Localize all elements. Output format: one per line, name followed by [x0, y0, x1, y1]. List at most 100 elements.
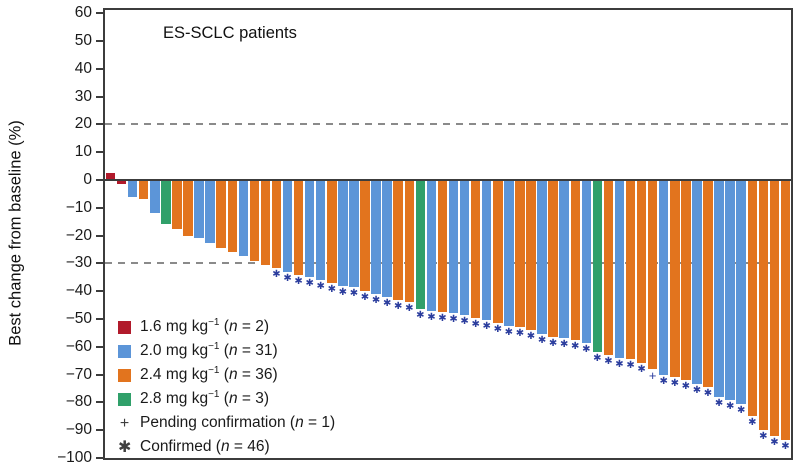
bar-patient-35-dose-2.0 — [481, 180, 492, 321]
y-tick-label: −60 — [65, 337, 92, 355]
confirmed-marker: ✱ — [659, 375, 668, 387]
confirmed-marker: ✱ — [571, 340, 580, 352]
y-tick-mark — [96, 457, 103, 459]
legend-item: 2.0 mg kg−1 (n = 31) — [118, 341, 335, 360]
confirmed-marker: ✱ — [670, 378, 679, 390]
y-tick-label: −40 — [65, 282, 92, 300]
legend-item: + Pending confirmation (n = 1) — [118, 414, 335, 432]
y-tick-label: −70 — [65, 365, 92, 383]
legend-label: Confirmed (n = 46) — [140, 438, 270, 455]
confirmed-marker: ✱ — [493, 324, 502, 336]
bar-patient-9-dose-2.0 — [194, 180, 204, 239]
y-tick-label: 30 — [74, 87, 92, 105]
bar-patient-21-dose-2.4 — [327, 180, 337, 283]
bar-patient-62-dose-2.4 — [780, 180, 791, 440]
bar-patient-13-dose-2.0 — [238, 180, 249, 257]
confirmed-marker: ✱ — [725, 400, 735, 412]
bar-patient-8-dose-2.4 — [183, 180, 193, 236]
confirmed-marker: ✱ — [626, 360, 635, 372]
bar-patient-37-dose-2.0 — [504, 180, 514, 326]
confirmed-marker: ✱ — [272, 268, 281, 280]
legend-swatch-icon — [118, 392, 131, 406]
legend-item: 2.8 mg kg−1 (n = 3) — [118, 389, 335, 408]
confirmed-marker: ✱ — [714, 397, 724, 409]
legend-label: 1.6 mg kg−1 (n = 2) — [140, 316, 270, 335]
confirmed-marker: ✱ — [504, 326, 514, 338]
bar-patient-16-dose-2.4 — [271, 180, 282, 268]
bar-patient-42-dose-2.0 — [559, 180, 569, 339]
confirmed-marker: ✱ — [449, 314, 458, 326]
y-tick-label: −20 — [65, 226, 92, 244]
bar-patient-5-dose-2.0 — [150, 180, 160, 214]
y-tick-label: 40 — [74, 59, 92, 77]
legend: 1.6 mg kg−1 (n = 2) 2.0 mg kg−1 (n = 31) 2… — [118, 316, 335, 462]
confirmed-marker: ✱ — [681, 381, 691, 393]
y-tick-mark — [96, 429, 103, 432]
bar-patient-18-dose-2.4 — [293, 180, 304, 275]
reference-line-20 — [105, 123, 791, 126]
confirmed-marker: ✱ — [305, 278, 314, 290]
legend-swatch-icon — [118, 320, 131, 334]
legend-label: Pending confirmation (n = 1) — [140, 414, 336, 431]
confirmed-marker: ✱ — [537, 335, 547, 347]
bar-patient-47-dose-2.0 — [614, 180, 625, 358]
bar-patient-56-dose-2.0 — [714, 180, 724, 397]
chart-title: ES-SCLC patients — [163, 24, 297, 42]
y-tick-mark — [96, 179, 103, 181]
bar-patient-11-dose-2.4 — [216, 180, 226, 249]
confirmed-marker: ✱ — [637, 364, 646, 376]
confirmed-marker: ✱ — [604, 356, 613, 368]
bar-patient-58-dose-2.0 — [736, 180, 746, 404]
confirmed-marker: ✱ — [471, 318, 480, 330]
bar-patient-7-dose-2.4 — [172, 180, 182, 229]
bar-patient-38-dose-2.4 — [515, 180, 525, 328]
bar-patient-24-dose-2.4 — [360, 180, 370, 292]
confirmed-marker: ✱ — [316, 281, 325, 293]
y-tick-mark — [96, 151, 103, 154]
y-tick-label: 10 — [74, 143, 92, 161]
bar-patient-6-dose-2.8 — [161, 180, 171, 225]
y-tick-label: −30 — [65, 254, 92, 272]
bar-patient-3-dose-2.0 — [127, 180, 138, 197]
confirmed-marker: ✱ — [427, 311, 436, 323]
y-tick-label: 50 — [74, 32, 92, 49]
y-tick-label: −50 — [65, 310, 92, 327]
bar-patient-25-dose-2.0 — [371, 180, 381, 294]
y-tick-mark — [96, 40, 103, 42]
confirmed-marker: ✱ — [770, 436, 779, 448]
bar-patient-33-dose-2.0 — [459, 180, 470, 315]
y-tick-mark — [96, 318, 103, 320]
bar-patient-30-dose-2.0 — [426, 180, 437, 311]
bar-patient-59-dose-2.4 — [747, 180, 757, 417]
confirmed-marker: ✱ — [582, 343, 591, 355]
y-tick-mark — [96, 401, 103, 404]
plot-area: ✱ ✱ ✱ ✱ ✱ ✱ ✱ ✱ ✱ ✱ ✱ ✱ ✱ ✱ ✱ ✱ ✱ ✱ ✱ ✱ ✱ ✱ ✱ ✱ ✱ ✱ ✱ ✱ ✱ ✱ ✱ ✱ ✱ ✱ + ✱ ✱ ✱ ✱ ✱… — [105, 10, 791, 458]
confirmed-marker: ✱ — [482, 321, 491, 333]
bar-patient-15-dose-2.4 — [260, 180, 271, 265]
bar-patient-46-dose-2.4 — [603, 180, 614, 356]
bar-patient-36-dose-2.4 — [493, 180, 503, 324]
confirmed-marker: ✱ — [548, 338, 558, 350]
bar-patient-19-dose-2.0 — [304, 180, 315, 278]
bar-patient-43-dose-2.4 — [570, 180, 580, 340]
y-tick-mark — [96, 123, 103, 126]
bar-patient-40-dose-2.0 — [537, 180, 547, 335]
bar-patient-55-dose-2.4 — [703, 180, 713, 388]
bar-patient-45-dose-2.8 — [592, 180, 603, 353]
y-tick-mark — [96, 67, 103, 70]
confirmed-marker: ✱ — [593, 353, 602, 365]
bar-patient-29-dose-2.8 — [415, 180, 426, 310]
bar-patient-20-dose-2.0 — [316, 180, 326, 281]
bar-patient-52-dose-2.4 — [670, 180, 680, 378]
bar-patient-32-dose-2.0 — [448, 180, 459, 314]
confirmed-marker: ✱ — [360, 292, 370, 304]
confirmed-marker: ✱ — [615, 358, 624, 370]
bar-patient-31-dose-2.4 — [437, 180, 448, 313]
y-tick-mark — [96, 373, 103, 376]
zero-baseline — [105, 178, 791, 181]
y-tick-mark — [96, 95, 103, 98]
y-tick-mark — [96, 234, 103, 237]
y-tick-label: 60 — [74, 4, 92, 22]
legend-item: 2.4 mg kg−1 (n = 36) — [118, 365, 335, 384]
